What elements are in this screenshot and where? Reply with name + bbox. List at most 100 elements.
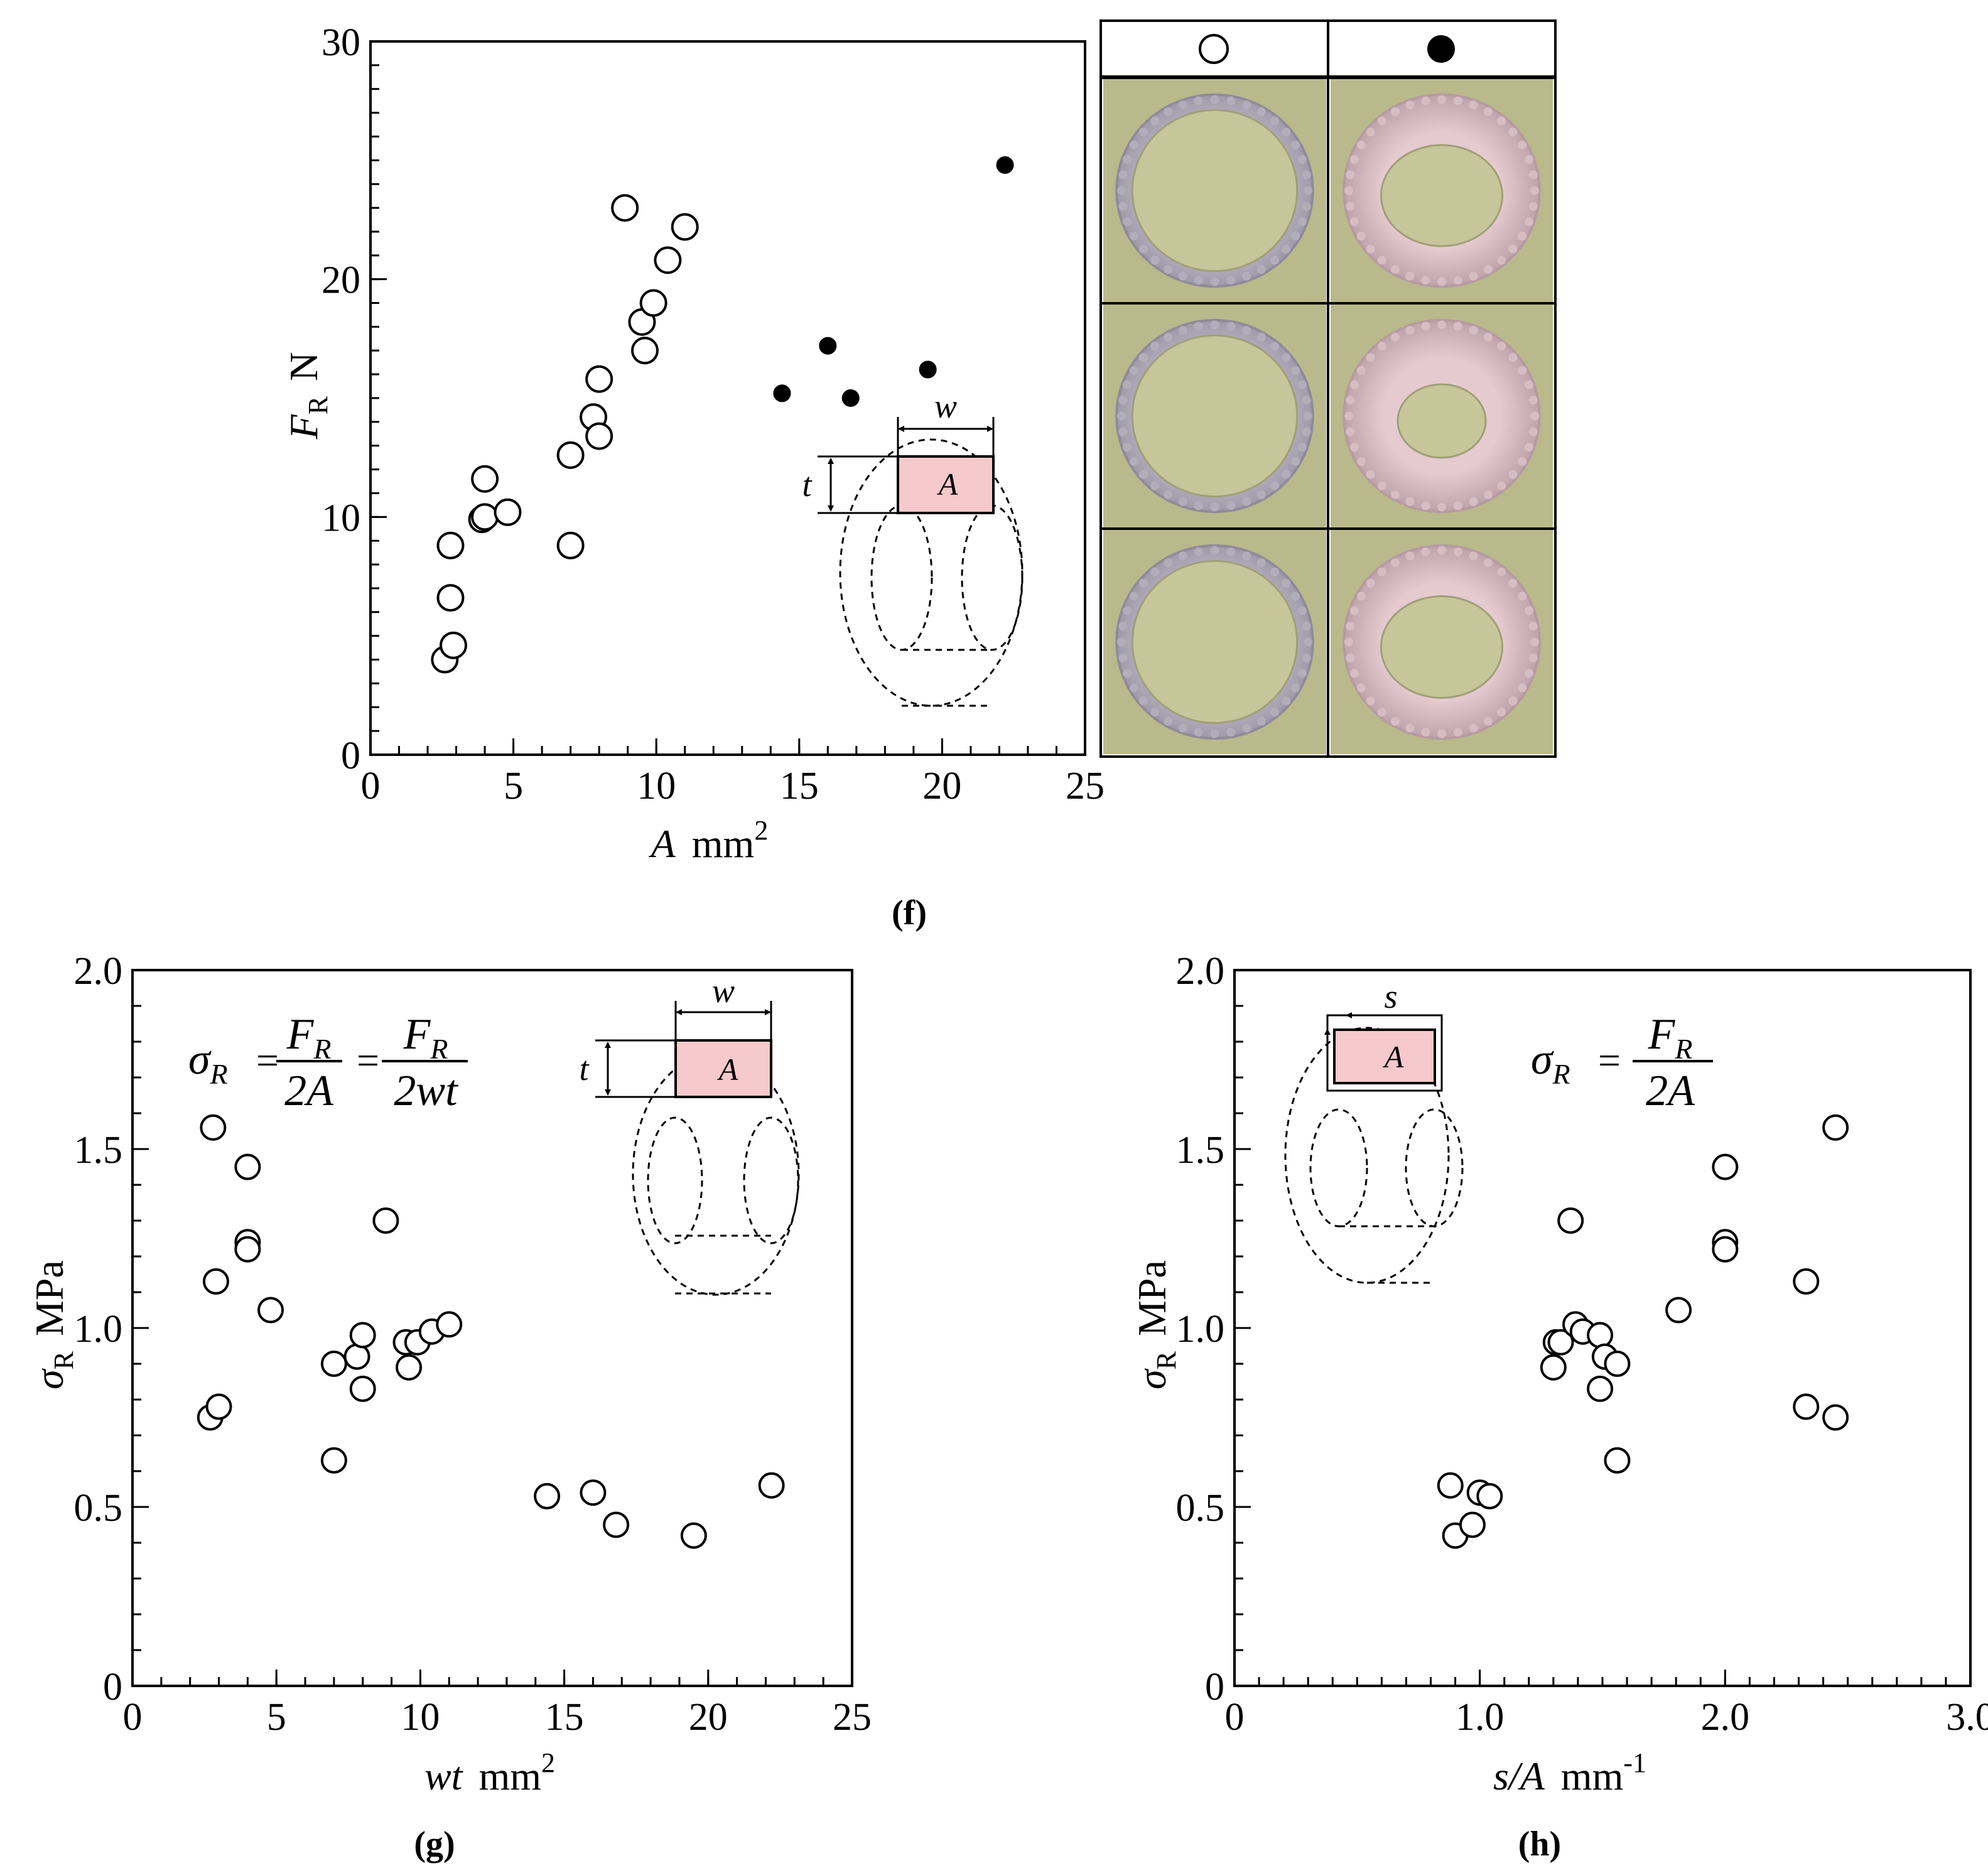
ring-texture-bump: [1453, 96, 1462, 105]
ring-texture-bump: [1270, 567, 1279, 576]
ring-texture-bump: [1242, 271, 1251, 281]
ring-texture-bump: [1391, 490, 1400, 500]
open-data-point: [671, 213, 699, 241]
x-tick-label: 15: [780, 765, 819, 807]
ring-texture-bump: [1194, 96, 1203, 105]
eq-g-equals-1: =: [256, 1038, 279, 1082]
ring-texture-bump: [1421, 728, 1430, 737]
inset-g-w-label: w: [712, 972, 735, 1010]
ring-texture-bump: [1530, 637, 1539, 647]
panel-h-label: (h): [1518, 1825, 1561, 1864]
ring-texture-bump: [1291, 365, 1300, 375]
ring-texture-bump: [1123, 154, 1132, 164]
ring-texture-bump: [1226, 321, 1236, 331]
inset-area-label: A: [937, 467, 958, 502]
panel-g-inset-schematic: A w t: [579, 972, 800, 1296]
ring-texture-bump: [1525, 154, 1534, 164]
ring-texture-bump: [1291, 591, 1300, 601]
ring-texture-bump: [1377, 481, 1386, 490]
ring-texture-bump: [1344, 411, 1354, 421]
y-tick-label: 30: [321, 21, 360, 64]
filled-data-point: [841, 389, 860, 407]
ring-texture-bump: [1117, 637, 1126, 647]
open-data-point: [1665, 1297, 1692, 1324]
filled-data-point: [773, 384, 791, 402]
ring-texture-bump: [1528, 653, 1538, 662]
ring-texture-bump: [1349, 443, 1359, 452]
open-data-point: [1476, 1482, 1503, 1509]
ring-texture-bump: [1256, 107, 1266, 116]
open-data-point: [1712, 1153, 1739, 1180]
inset-left-hole-dashed: [870, 504, 933, 651]
ring-texture-bump: [1118, 396, 1128, 405]
ring-texture-bump: [1164, 490, 1173, 500]
ring-texture-bump: [1528, 202, 1538, 211]
panel-f-points: [431, 156, 1014, 674]
ring-texture-bump: [1178, 497, 1187, 506]
ring-texture-bump: [1483, 558, 1493, 568]
ring-texture-bump: [1256, 265, 1266, 274]
y-tick-label: 1.5: [1176, 1129, 1225, 1172]
ring-texture-bump: [1377, 116, 1386, 126]
ring-texture-bump: [1497, 708, 1506, 717]
ring-texture-bump: [1150, 481, 1160, 490]
ring-texture-bump: [1118, 202, 1128, 211]
ring-texture-bump: [1377, 256, 1386, 265]
ring-texture-bump: [1528, 396, 1538, 405]
inset-h-area-box: [1333, 1028, 1436, 1084]
eq-h-den: 2A: [1646, 1067, 1695, 1115]
open-data-point: [436, 531, 465, 559]
ring-texture-bump: [1129, 365, 1138, 375]
panel-g-ylabel: σRMPa: [27, 1260, 79, 1390]
ring-texture-bump: [1346, 396, 1355, 405]
open-data-point: [471, 465, 499, 493]
ring-texture-bump: [1405, 497, 1415, 506]
ring-texture-bump: [1256, 716, 1266, 726]
ring-texture-bump: [1210, 729, 1219, 738]
ring-texture-bump: [1437, 277, 1446, 286]
ring-texture-bump: [1270, 481, 1279, 490]
ring-texture-bump: [1366, 353, 1375, 362]
panel-g-label: (g): [414, 1825, 455, 1864]
open-data-point: [372, 1207, 399, 1234]
ring-texture-bump: [1150, 567, 1160, 576]
ring-texture-bump: [1421, 276, 1430, 285]
y-tick-label: 20: [321, 259, 360, 302]
ring-texture-bump: [1297, 154, 1307, 164]
open-data-point: [320, 1351, 347, 1377]
ring-texture-bump: [1302, 202, 1311, 211]
inset-area-box: [897, 455, 995, 514]
ring-texture-bump: [1256, 558, 1266, 568]
ring-texture-bump: [1164, 716, 1173, 726]
ring-texture-bump: [1302, 396, 1311, 405]
ring-texture-bump: [1497, 481, 1506, 490]
open-data-point: [349, 1322, 376, 1349]
ring-texture-bump: [1118, 427, 1128, 436]
ring-texture-bump: [1483, 107, 1493, 116]
y-tick-label: 2.0: [1176, 950, 1225, 993]
eq-g-den1: 2A: [284, 1067, 333, 1115]
open-data-point: [1793, 1268, 1820, 1295]
ring-hole: [1380, 595, 1504, 699]
inset-h-area-label: A: [1383, 1039, 1404, 1074]
ring-texture-bump: [1391, 265, 1400, 274]
ring-texture-bump: [1528, 427, 1538, 436]
ring-texture-bump: [1291, 457, 1300, 467]
ring-texture-bump: [1346, 653, 1355, 662]
ring-texture-bump: [1453, 276, 1462, 285]
ring-texture-bump: [1346, 427, 1355, 436]
specimen-photo-open: [1103, 530, 1326, 754]
ring-texture-bump: [1344, 186, 1354, 195]
ring-texture-bump: [1366, 578, 1375, 588]
eq-h-equals: =: [1598, 1038, 1621, 1082]
ring-texture-bump: [1391, 332, 1400, 342]
ring-texture-bump: [1210, 502, 1219, 512]
inset-g-area-label: A: [717, 1052, 738, 1087]
ring-texture-bump: [1483, 490, 1493, 500]
ring-texture-bump: [1405, 723, 1415, 733]
ring-texture-bump: [1297, 443, 1307, 452]
ring-texture-bump: [1421, 321, 1430, 331]
y-tick-label: 10: [321, 497, 360, 539]
ring-texture-bump: [1437, 546, 1446, 555]
ring-texture-bump: [1453, 728, 1462, 737]
